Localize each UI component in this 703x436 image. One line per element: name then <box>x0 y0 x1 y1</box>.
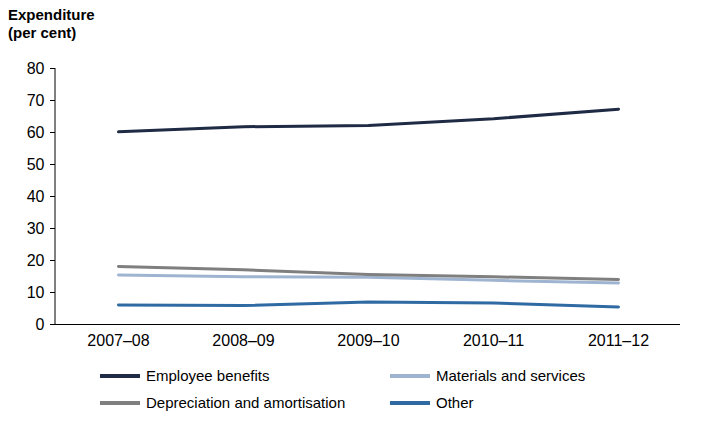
svg-text:50: 50 <box>27 156 45 173</box>
svg-text:2009–10: 2009–10 <box>337 332 399 349</box>
svg-text:2008–09: 2008–09 <box>212 332 274 349</box>
svg-text:60: 60 <box>27 124 45 141</box>
svg-text:0: 0 <box>36 316 45 333</box>
html-text:Other: Other <box>436 394 474 411</box>
html-text:Employee benefits: Employee benefits <box>146 367 270 384</box>
svg-text:40: 40 <box>27 188 45 205</box>
svg-text:2011–12: 2011–12 <box>588 332 649 349</box>
svg-text:30: 30 <box>27 220 45 237</box>
svg-text:70: 70 <box>27 92 45 109</box>
svg-text:2010–11: 2010–11 <box>463 332 524 349</box>
svg-text:80: 80 <box>27 60 45 77</box>
html-text:Depreciation and amortisation: Depreciation and amortisation <box>146 394 346 411</box>
svg-text:2007–08: 2007–08 <box>87 332 149 349</box>
svg-text:20: 20 <box>27 252 45 269</box>
html-text:Expenditure (per cent): Expenditure (per cent) <box>8 6 95 41</box>
svg-text:10: 10 <box>27 284 45 301</box>
html-text:Materials and services: Materials and services <box>436 367 586 384</box>
